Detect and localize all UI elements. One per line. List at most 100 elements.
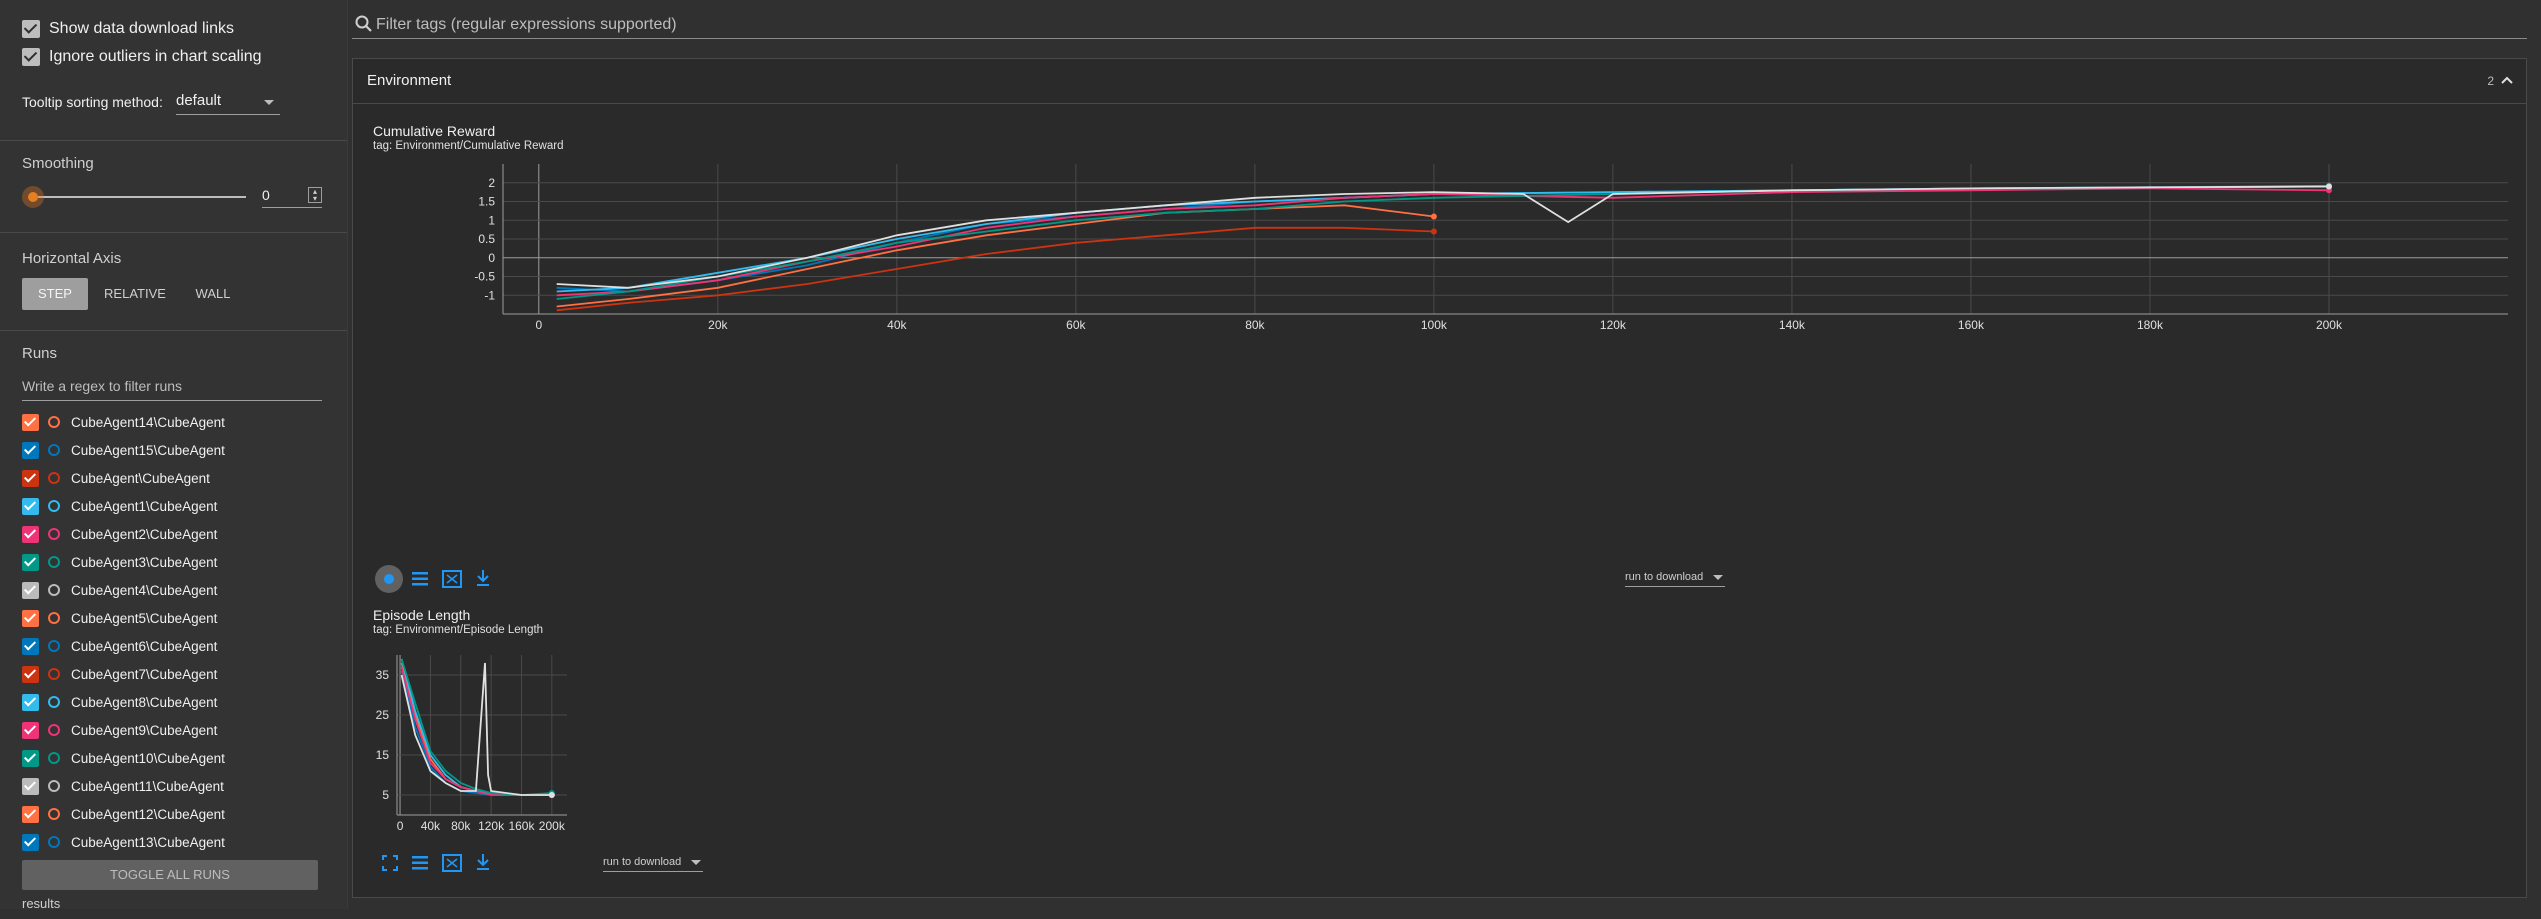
ignore-outliers-label: Ignore outliers in chart scaling [49, 48, 262, 66]
run-color-ring-icon[interactable] [48, 584, 60, 596]
cumulative-reward-chart[interactable]: 0 20k 40k 60k 80k 100k 120k 140k 160k 180k 200k -1 -… [353, 154, 2523, 349]
run-item[interactable]: CubeAgent10\CubeAgent [22, 746, 225, 770]
run-checkbox-icon[interactable] [22, 469, 39, 487]
run-color-ring-icon[interactable] [48, 780, 60, 792]
run-item[interactable]: CubeAgent11\CubeAgent [22, 774, 224, 798]
list-icon[interactable] [410, 570, 430, 588]
toggle-all-runs-button[interactable]: TOGGLE ALL RUNS [22, 860, 318, 890]
run-checkbox-icon[interactable] [22, 413, 39, 431]
x-tick-label: 180k [2137, 318, 2164, 332]
run-color-ring-icon[interactable] [48, 640, 60, 652]
run-item[interactable]: CubeAgent15\CubeAgent [22, 438, 225, 462]
run-item[interactable]: CubeAgent14\CubeAgent [22, 410, 225, 434]
download-icon[interactable] [474, 852, 492, 872]
x-tick-label: 0 [535, 318, 542, 332]
run-name: CubeAgent10\CubeAgent [71, 750, 225, 766]
run-to-download-select[interactable]: run to download [1625, 571, 1725, 587]
tag-filter-input[interactable]: Filter tags (regular expressions support… [376, 16, 677, 33]
run-color-ring-icon[interactable] [48, 472, 60, 484]
x-tick-label: 0 [397, 819, 404, 833]
x-tick-label: 200k [2316, 318, 2343, 332]
axis-relative-button[interactable]: RELATIVE [104, 286, 166, 301]
run-color-ring-icon[interactable] [48, 724, 60, 736]
fit-domain-button[interactable] [375, 565, 403, 593]
run-name: CubeAgent14\CubeAgent [71, 414, 225, 430]
x-tick-label: 60k [1066, 318, 1086, 332]
run-checkbox-icon[interactable] [22, 609, 39, 627]
run-checkbox-icon[interactable] [22, 497, 39, 515]
run-color-ring-icon[interactable] [48, 612, 60, 624]
run-name: CubeAgent7\CubeAgent [71, 666, 218, 682]
x-tick-label: 100k [1421, 318, 1448, 332]
run-color-ring-icon[interactable] [48, 500, 60, 512]
list-icon[interactable] [410, 854, 430, 872]
run-to-download-select[interactable]: run to download [603, 856, 703, 872]
run-name: CubeAgent5\CubeAgent [71, 610, 218, 626]
tooltip-sorting-select[interactable]: default [176, 92, 280, 115]
run-name: CubeAgent13\CubeAgent [71, 834, 225, 850]
run-checkbox-icon[interactable] [22, 637, 39, 655]
smoothing-slider-track[interactable] [38, 196, 246, 198]
run-color-ring-icon[interactable] [48, 556, 60, 568]
run-item[interactable]: CubeAgent6\CubeAgent [22, 634, 217, 658]
chevron-down-icon [691, 860, 701, 865]
fullscreen-icon[interactable] [381, 854, 399, 872]
run-color-ring-icon[interactable] [48, 752, 60, 764]
axis-wall-button[interactable]: WALL [195, 286, 231, 301]
chevron-up-icon[interactable] [2500, 75, 2514, 85]
x-tick-label: 80k [1245, 318, 1265, 332]
run-item[interactable]: CubeAgent8\CubeAgent [22, 690, 217, 714]
run-checkbox-icon[interactable] [22, 441, 39, 459]
run-checkbox-icon[interactable] [22, 665, 39, 683]
show-download-links-checkbox[interactable]: Show data download links [22, 20, 234, 38]
chevron-down-icon [264, 100, 274, 105]
y-tick-label: -0.5 [474, 270, 495, 284]
smoothing-slider-handle[interactable] [22, 186, 44, 208]
run-item[interactable]: CubeAgent13\CubeAgent [22, 830, 225, 854]
run-checkbox-icon[interactable] [22, 805, 39, 823]
run-color-ring-icon[interactable] [48, 696, 60, 708]
run-color-ring-icon[interactable] [48, 416, 60, 428]
smoothing-input[interactable]: 0 ▴ ▾ [262, 187, 322, 208]
fit-screen-icon[interactable] [441, 853, 463, 873]
y-tick-label: 5 [382, 788, 389, 802]
group-header[interactable]: Environment 2 [353, 59, 2526, 104]
run-item[interactable]: CubeAgent5\CubeAgent [22, 606, 217, 630]
divider [0, 232, 347, 233]
run-item[interactable]: CubeAgent3\CubeAgent [22, 550, 217, 574]
run-item[interactable]: CubeAgent4\CubeAgent [22, 578, 217, 602]
run-item[interactable]: CubeAgent\CubeAgent [22, 466, 210, 490]
fit-screen-icon[interactable] [441, 569, 463, 589]
x-tick-label: 80k [451, 819, 471, 833]
run-item[interactable]: CubeAgent12\CubeAgent [22, 802, 225, 826]
run-checkbox-icon[interactable] [22, 553, 39, 571]
run-checkbox-icon[interactable] [22, 777, 39, 795]
run-color-ring-icon[interactable] [48, 836, 60, 848]
ignore-outliers-checkbox[interactable]: Ignore outliers in chart scaling [22, 48, 262, 66]
run-color-ring-icon[interactable] [48, 444, 60, 456]
run-item[interactable]: CubeAgent1\CubeAgent [22, 494, 217, 518]
run-color-ring-icon[interactable] [48, 808, 60, 820]
run-item[interactable]: CubeAgent7\CubeAgent [22, 662, 217, 686]
run-checkbox-icon[interactable] [22, 721, 39, 739]
x-tick-label: 120k [1600, 318, 1627, 332]
run-item[interactable]: CubeAgent2\CubeAgent [22, 522, 217, 546]
y-tick-label: 35 [376, 668, 390, 682]
download-icon[interactable] [474, 568, 492, 588]
stepper-icon[interactable]: ▴ ▾ [308, 187, 322, 203]
episode-length-chart[interactable]: 0 40k 80k 120k 160k 200k 5 15 25 35 [353, 639, 603, 919]
axis-step-button[interactable]: STEP [22, 278, 88, 310]
environment-group-card: Environment 2 Cumulative Reward tag: Env… [352, 58, 2527, 898]
run-item[interactable]: CubeAgent9\CubeAgent [22, 718, 217, 742]
run-checkbox-icon[interactable] [22, 693, 39, 711]
run-checkbox-icon[interactable] [22, 749, 39, 767]
series-end-point [2325, 183, 2332, 190]
run-checkbox-icon[interactable] [22, 525, 39, 543]
x-tick-label: 160k [508, 819, 535, 833]
run-name: CubeAgent3\CubeAgent [71, 554, 218, 570]
run-checkbox-icon[interactable] [22, 833, 39, 851]
run-checkbox-icon[interactable] [22, 581, 39, 599]
run-color-ring-icon[interactable] [48, 528, 60, 540]
run-color-ring-icon[interactable] [48, 668, 60, 680]
runs-filter-input[interactable]: Write a regex to filter runs [22, 378, 322, 401]
